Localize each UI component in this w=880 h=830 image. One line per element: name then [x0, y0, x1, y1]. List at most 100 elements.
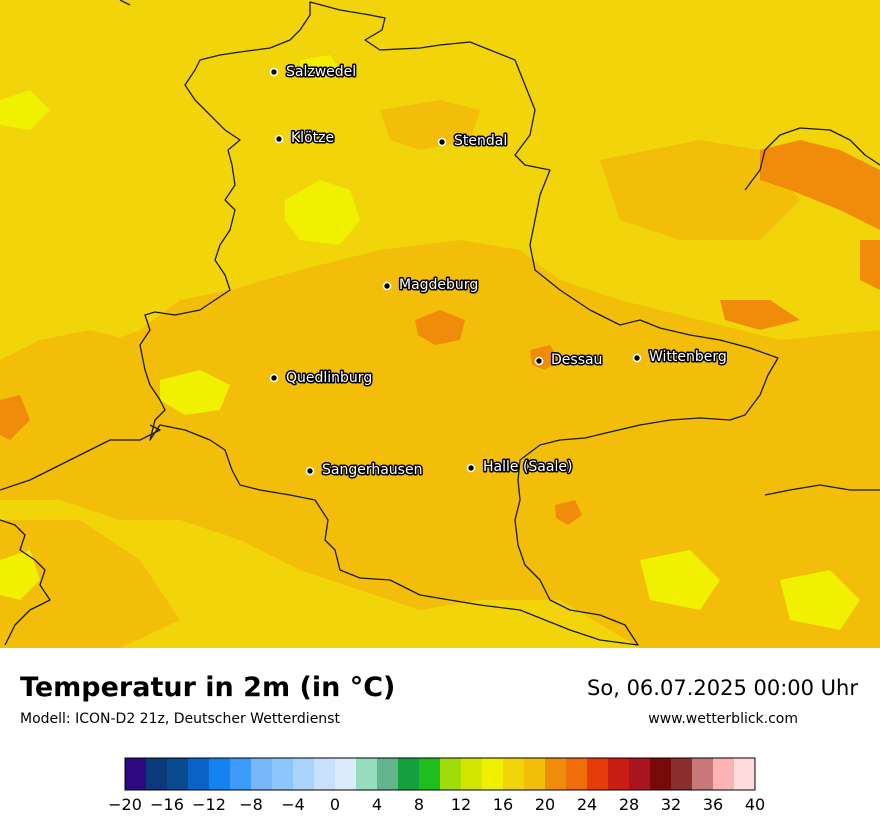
legend-swatch	[125, 758, 147, 790]
state-border-saxony-anhalt	[139, 1, 779, 646]
legend-swatch	[419, 758, 441, 790]
legend-swatch	[671, 758, 693, 790]
legend-tick-label: 0	[330, 795, 340, 814]
legend-tick-label: −8	[239, 795, 263, 814]
legend-swatch	[503, 758, 525, 790]
city-dot-quedlinburg	[269, 373, 279, 383]
legend-swatch	[230, 758, 252, 790]
legend-swatch	[440, 758, 462, 790]
legend-tick-label: −16	[150, 795, 184, 814]
legend-swatch	[314, 758, 336, 790]
warm-zone-central	[0, 240, 880, 648]
city-label-quedlinburg: Quedlinburg	[286, 370, 372, 386]
legend-tick-label: −20	[108, 795, 142, 814]
warm-zone-southwest	[0, 520, 180, 648]
hot-zone-east-edge	[860, 240, 880, 290]
city-dot-halle	[466, 463, 476, 473]
legend-swatch	[629, 758, 651, 790]
legend-tick-label: 20	[535, 795, 555, 814]
city-dot-salzwedel	[269, 67, 279, 77]
legend-swatch	[461, 758, 483, 790]
legend-swatch	[146, 758, 168, 790]
legend-swatch	[482, 758, 504, 790]
website-url: www.wetterblick.com	[648, 711, 798, 727]
cool-zone-southeast	[780, 570, 860, 630]
map-title: Temperatur in 2m (in °C)	[20, 672, 396, 703]
legend-swatch	[167, 758, 189, 790]
legend-swatch	[188, 758, 210, 790]
legend-swatch	[377, 758, 399, 790]
borders	[0, 0, 880, 646]
legend-swatch	[293, 758, 315, 790]
temperature-zones	[0, 55, 880, 648]
city-marker-dessau: Dessau	[534, 351, 604, 370]
forecast-datetime: So, 06.07.2025 00:00 Uhr	[587, 676, 858, 700]
city-dot-stendal	[437, 137, 447, 147]
border-east-north	[744, 127, 880, 191]
city-dot-wittenberg	[632, 353, 642, 363]
legend-tick-label: −12	[192, 795, 226, 814]
city-dot-dessau	[534, 356, 544, 366]
legend-tick-label: −4	[281, 795, 305, 814]
city-marker-quedlinburg: Quedlinburg	[269, 369, 374, 388]
city-label-magdeburg: Magdeburg	[399, 277, 478, 293]
legend-tick-label: 4	[372, 795, 382, 814]
legend-swatch	[209, 758, 231, 790]
border-east-south	[764, 484, 880, 496]
legend-swatch	[335, 758, 357, 790]
hot-zone-west-edge	[0, 395, 30, 440]
legend-tick-label: 32	[661, 795, 681, 814]
city-label-kloetze: Klötze	[291, 130, 334, 146]
legend-swatch	[251, 758, 273, 790]
legend-tick-label: 24	[577, 795, 597, 814]
city-label-halle: Halle (Saale)	[483, 459, 572, 475]
border-north	[119, 0, 131, 6]
city-marker-salzwedel: Salzwedel	[269, 63, 358, 82]
legend-tick-label: 40	[745, 795, 765, 814]
hot-zone-magdeburg-se	[415, 310, 465, 345]
legend-swatch	[398, 758, 420, 790]
temperature-map: Salzwedel Klötze Stendal Magdeburg Dessa…	[0, 0, 880, 648]
city-dot-magdeburg	[382, 281, 392, 291]
cool-zone-kloetze	[285, 180, 360, 245]
cool-zone-north	[300, 55, 340, 80]
hot-zone-halle-s	[555, 500, 582, 525]
model-source: Modell: ICON-D2 21z, Deutscher Wetterdie…	[20, 711, 340, 727]
hot-zone-east	[760, 140, 880, 230]
legend-swatch	[692, 758, 714, 790]
city-label-stendal: Stendal	[454, 133, 507, 149]
legend-tick-label: 16	[493, 795, 513, 814]
city-label-sangerhausen: Sangerhausen	[322, 462, 422, 478]
border-southwest	[0, 519, 51, 646]
legend-swatch	[566, 758, 588, 790]
city-label-wittenberg: Wittenberg	[649, 349, 727, 365]
color-legend: −20 −16 −12 −8 −4 0 4 8 12 16 20 24 28 32 36 40	[108, 757, 765, 814]
legend-swatch	[608, 758, 630, 790]
city-marker-sangerhausen: Sangerhausen	[305, 461, 424, 480]
warm-zone-west	[0, 330, 140, 450]
legend-swatch	[545, 758, 567, 790]
legend-swatches	[124, 757, 756, 791]
cool-zone-harz	[160, 370, 230, 415]
legend-swatch	[587, 758, 609, 790]
city-marker-stendal: Stendal	[437, 132, 509, 151]
legend-tick-label: 8	[414, 795, 424, 814]
cool-zone-west	[0, 90, 50, 130]
legend-ticks: −20 −16 −12 −8 −4 0 4 8 12 16 20 24 28 32 36 40	[108, 795, 765, 814]
legend-swatch	[356, 758, 378, 790]
legend-swatch	[650, 758, 672, 790]
hot-zone-east-mid	[720, 300, 800, 330]
city-label-salzwedel: Salzwedel	[286, 64, 356, 80]
city-marker-halle: Halle (Saale)	[466, 458, 574, 477]
city-label-dessau: Dessau	[551, 352, 602, 368]
legend-frame	[124, 757, 756, 791]
legend-swatch	[734, 758, 756, 790]
border-west-south	[0, 424, 161, 491]
city-marker-wittenberg: Wittenberg	[632, 348, 728, 367]
legend-tick-label: 12	[451, 795, 471, 814]
warm-zone-east	[600, 140, 800, 240]
city-marker-kloetze: Klötze	[274, 129, 336, 148]
cool-zone-south	[640, 550, 720, 610]
legend-swatch	[713, 758, 735, 790]
city-dot-sangerhausen	[305, 466, 315, 476]
